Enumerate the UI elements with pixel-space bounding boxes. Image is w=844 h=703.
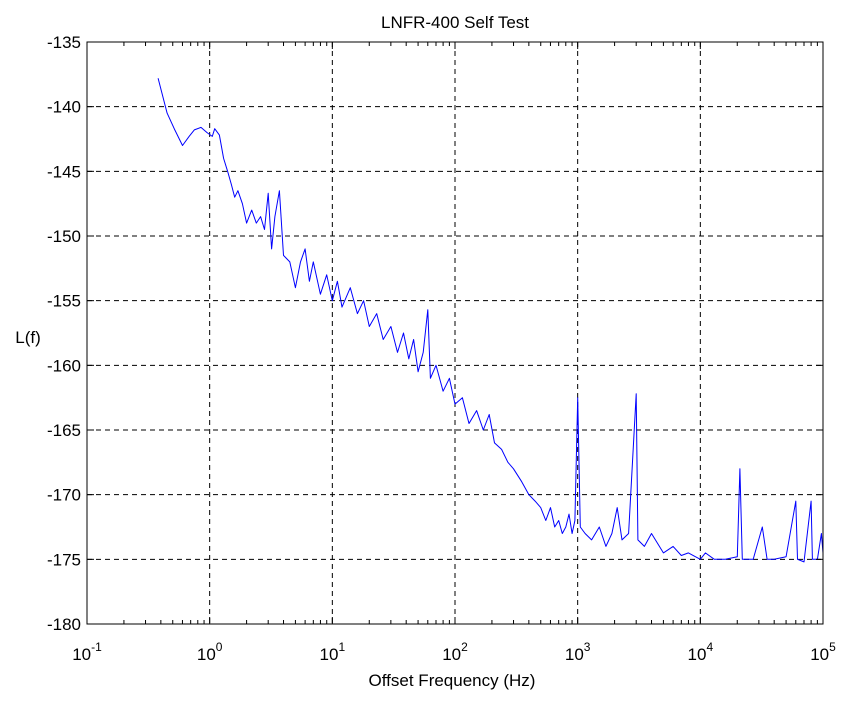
x-tick-label: 104	[688, 640, 714, 664]
x-tick-label: 100	[197, 640, 223, 664]
ticks	[86, 41, 824, 625]
x-tick-label-exponent: 0	[216, 640, 223, 654]
x-tick-label-exponent: -1	[91, 640, 102, 654]
x-tick-label-base: 10	[565, 645, 584, 664]
x-tick-label-base: 10	[688, 645, 707, 664]
y-tick-label: -180	[47, 615, 81, 634]
x-tick-label-exponent: 2	[461, 640, 468, 654]
series-line	[157, 78, 824, 563]
x-tick-label-base: 10	[442, 645, 461, 664]
x-tick-label: 105	[810, 640, 836, 664]
y-tick-label: -165	[47, 421, 81, 440]
x-tick-label-exponent: 4	[706, 640, 713, 654]
y-tick-label: -150	[47, 227, 81, 246]
y-tick-label: -170	[47, 486, 81, 505]
y-tick-label: -175	[47, 550, 81, 569]
grid	[87, 42, 823, 624]
x-tick-label-base: 10	[810, 645, 829, 664]
y-tick-label: -160	[47, 356, 81, 375]
x-axis-label: Offset Frequency (Hz)	[369, 671, 536, 690]
y-tick-labels: -135 -140 -145 -150 -155 -160 -165 -170 -175 -180	[47, 33, 81, 634]
y-axis-label: L(f)	[15, 328, 41, 347]
x-tick-label: 102	[442, 640, 468, 664]
x-tick-label: 10-1	[72, 640, 102, 664]
series-layer	[157, 78, 824, 563]
x-tick-label-base: 10	[320, 645, 339, 664]
x-tick-label-exponent: 1	[338, 640, 345, 654]
y-tick-label: -140	[47, 98, 81, 117]
y-tick-label: -145	[47, 162, 81, 181]
x-tick-label: 101	[320, 640, 346, 664]
x-tick-label-base: 10	[197, 645, 216, 664]
chart-title: LNFR-400 Self Test	[381, 13, 529, 32]
x-tick-label: 103	[565, 640, 591, 664]
y-tick-label: -155	[47, 292, 81, 311]
y-tick-label: -135	[47, 33, 81, 52]
x-tick-labels: 10-1 100 101 102 103 104 105	[72, 640, 836, 664]
x-tick-label-base: 10	[72, 645, 91, 664]
x-tick-label-exponent: 5	[829, 640, 836, 654]
x-tick-label-exponent: 3	[584, 640, 591, 654]
